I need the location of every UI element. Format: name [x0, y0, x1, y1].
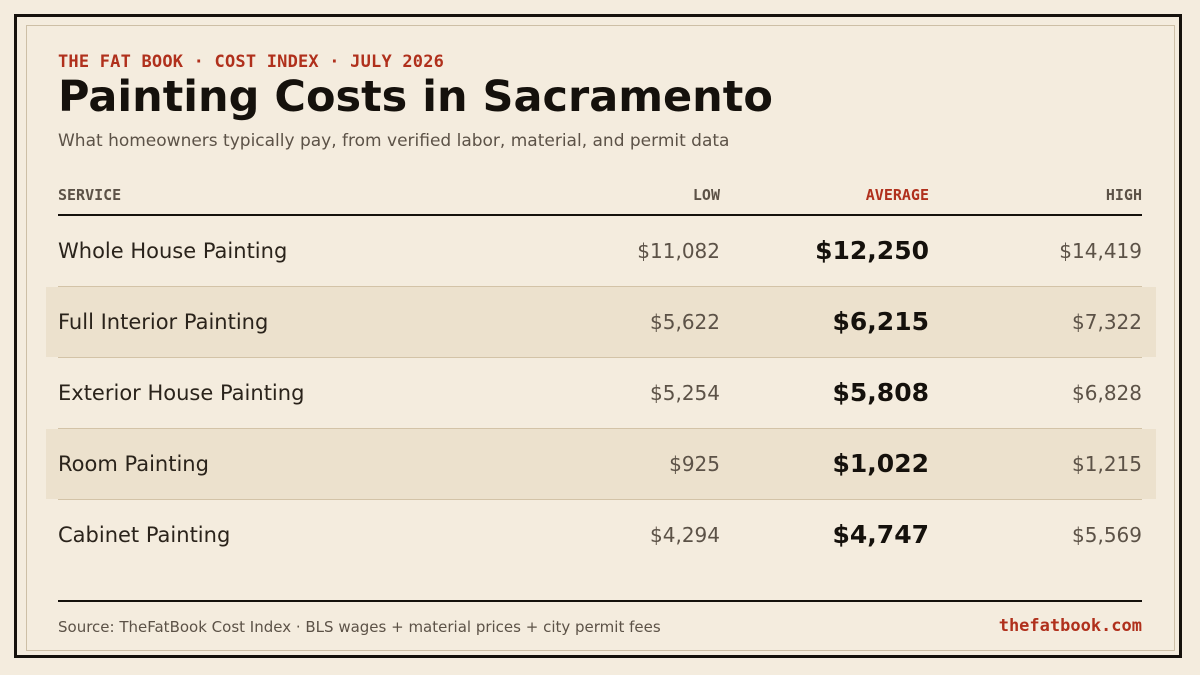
site-link[interactable]: thefatbook.com: [998, 616, 1142, 636]
column-header-low: LOW: [692, 186, 720, 204]
average-price: $4,747: [832, 520, 929, 549]
column-header-average: AVERAGE: [865, 186, 929, 204]
high-price: $5,569: [1072, 523, 1142, 547]
high-price: $1,215: [1072, 452, 1142, 476]
column-header-service: SERVICE: [58, 186, 122, 204]
average-price: $5,808: [832, 378, 929, 407]
low-price: $5,254: [650, 381, 720, 405]
table-header: SERVICE LOW AVERAGE HIGH: [58, 180, 1142, 216]
high-price: $6,828: [1072, 381, 1142, 405]
service-name: Whole House Painting: [58, 239, 288, 263]
cost-table: SERVICE LOW AVERAGE HIGH Whole House Pai…: [46, 180, 1156, 570]
inner-frame: [26, 25, 1175, 651]
source-note: Source: TheFatBook Cost Index · BLS wage…: [58, 618, 661, 636]
high-price: $14,419: [1059, 239, 1142, 263]
high-price: $7,322: [1072, 310, 1142, 334]
low-price: $925: [669, 452, 720, 476]
table-row: Whole House Painting $11,082 $12,250 $14…: [58, 216, 1142, 287]
table-row: Cabinet Painting $4,294 $4,747 $5,569: [58, 500, 1142, 570]
average-price: $6,215: [832, 307, 929, 336]
eyebrow-label: THE FAT BOOK · COST INDEX · JULY 2026: [58, 52, 445, 72]
average-price: $12,250: [815, 236, 929, 265]
page-subtitle: What homeowners typically pay, from veri…: [58, 131, 730, 151]
table-row: Exterior House Painting $5,254 $5,808 $6…: [58, 358, 1142, 429]
page-title: Painting Costs in Sacramento: [58, 72, 773, 122]
table-row: Room Painting $925 $1,022 $1,215: [46, 429, 1156, 500]
footer-divider: [58, 600, 1142, 602]
average-price: $1,022: [832, 449, 929, 478]
low-price: $5,622: [650, 310, 720, 334]
column-header-high: HIGH: [1105, 186, 1142, 204]
service-name: Exterior House Painting: [58, 381, 305, 405]
service-name: Full Interior Painting: [58, 310, 269, 334]
table-row: Full Interior Painting $5,622 $6,215 $7,…: [46, 287, 1156, 358]
service-name: Room Painting: [58, 452, 209, 476]
low-price: $4,294: [650, 523, 720, 547]
low-price: $11,082: [637, 239, 720, 263]
service-name: Cabinet Painting: [58, 523, 231, 547]
